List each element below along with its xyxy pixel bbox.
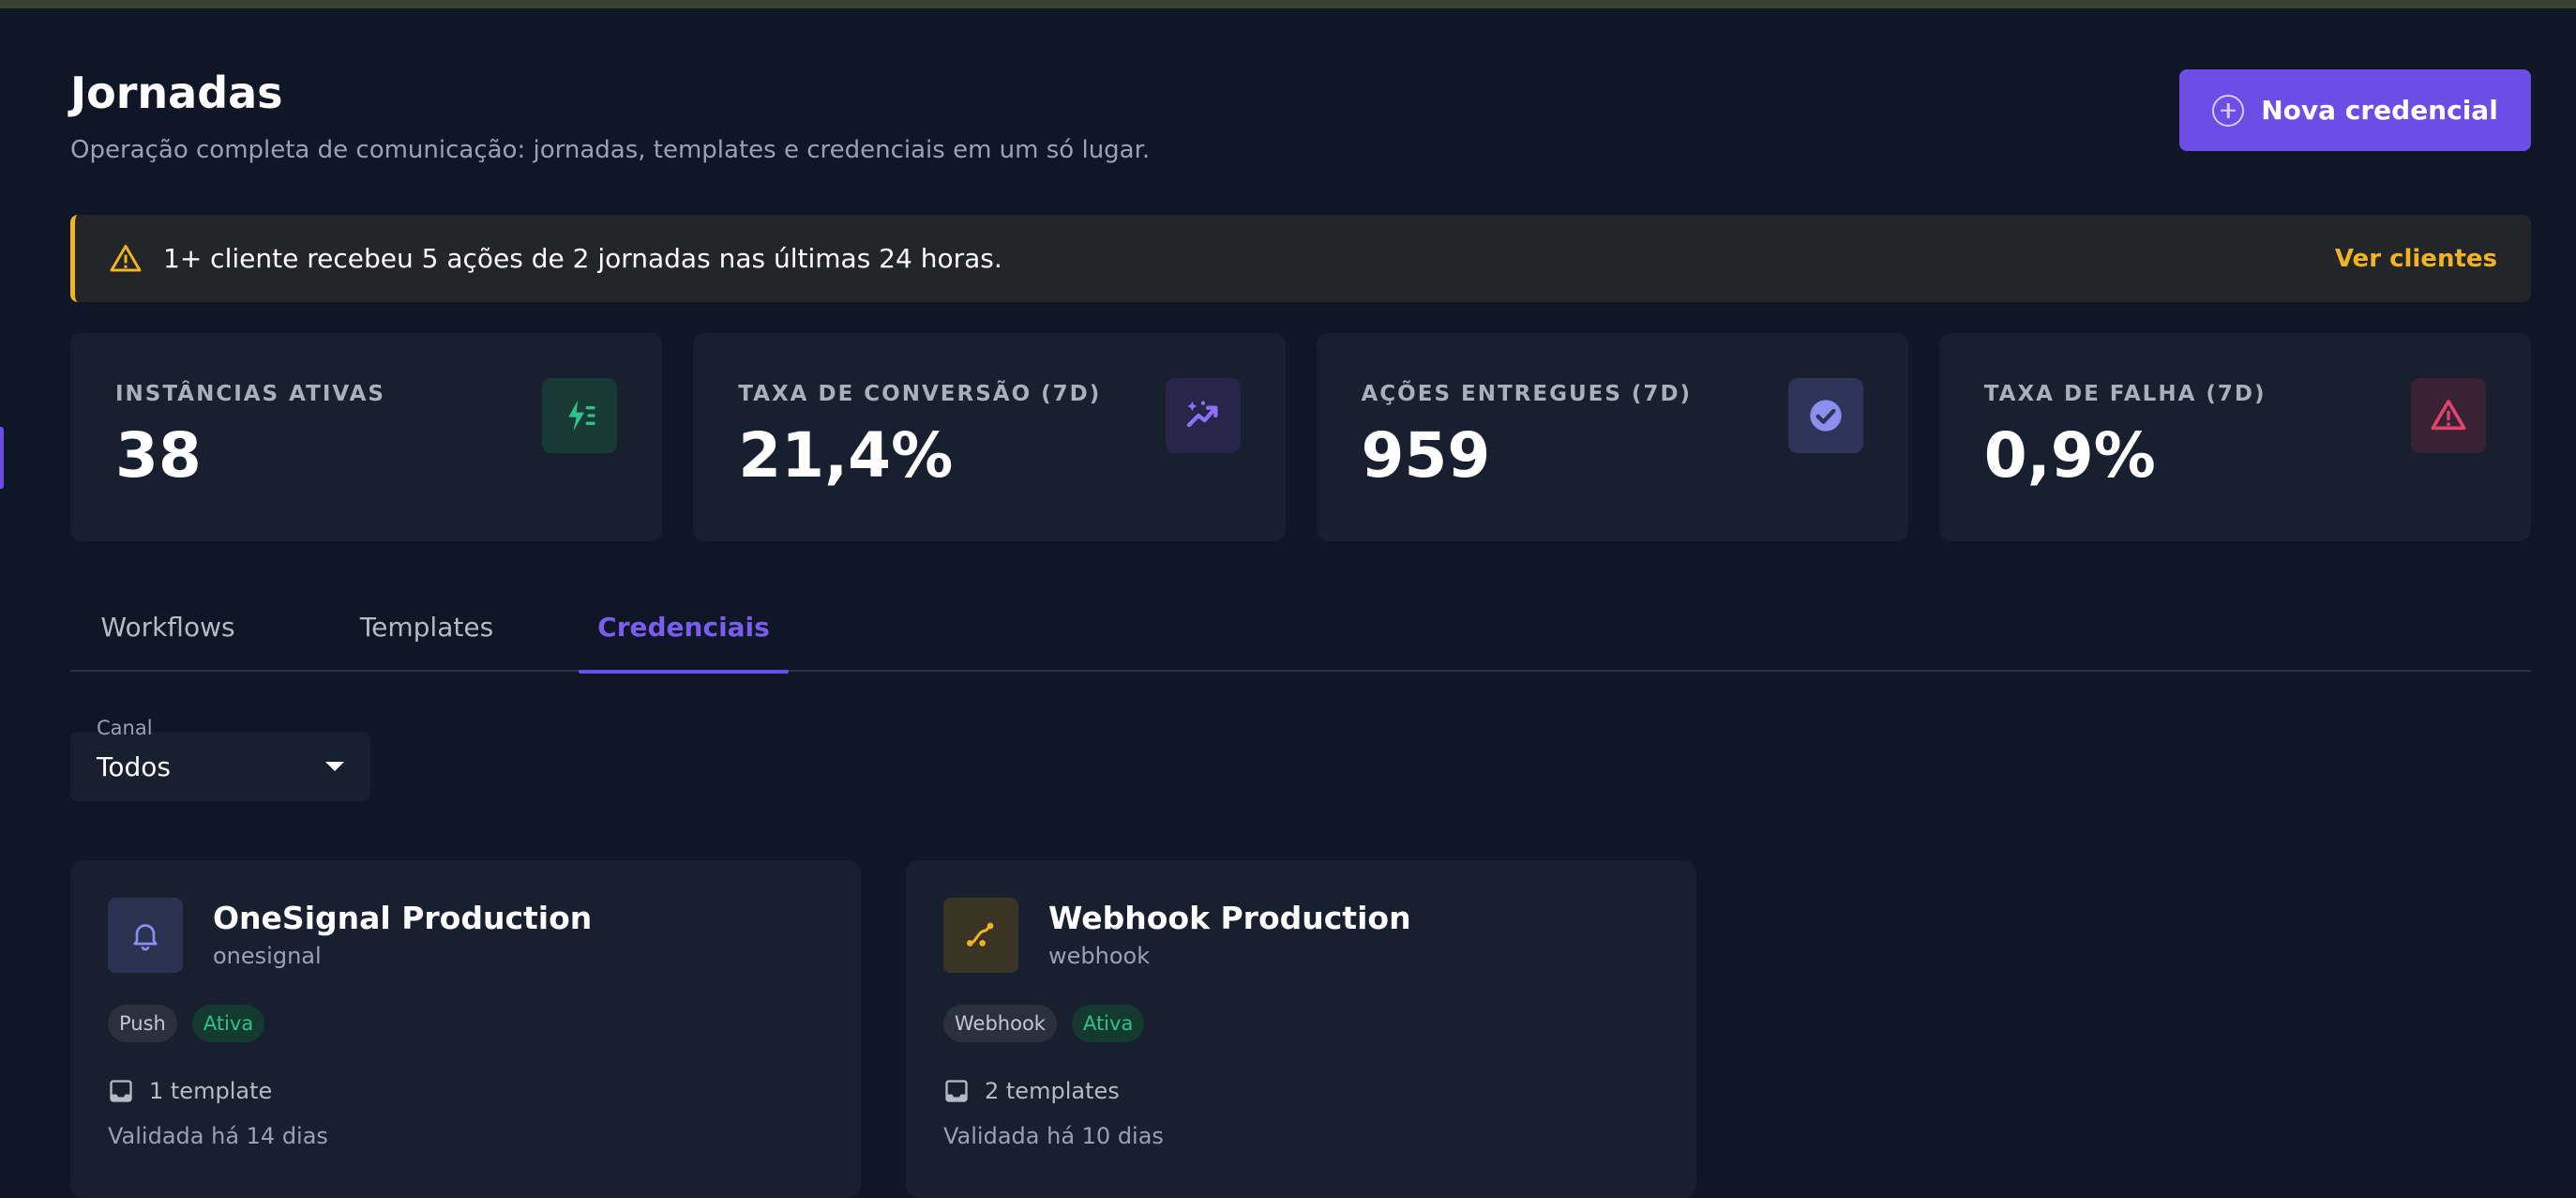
page-subtitle: Operação completa de comunicação: jornad…	[70, 136, 1151, 164]
credential-card-webhook[interactable]: Webhook Production webhook Webhook Ativa…	[906, 860, 1696, 1198]
template-count: 2 templates	[943, 1078, 1120, 1104]
tab-credenciais[interactable]: Credenciais	[579, 582, 789, 674]
stat-label: TAXA DE CONVERSÃO (7D)	[738, 382, 1102, 406]
caret-down-icon	[325, 762, 344, 771]
status-badge: Ativa	[1071, 1005, 1145, 1042]
lightning-icon	[542, 378, 618, 453]
credentials-grid: OneSignal Production onesignal Push Ativ…	[70, 860, 1696, 1198]
tab-workflows[interactable]: Workflows	[100, 611, 235, 643]
stat-value: 38	[115, 419, 202, 492]
new-credential-button-label: Nova credencial	[2261, 95, 2498, 126]
inbox-icon	[945, 1080, 968, 1102]
stat-value: 959	[1361, 419, 1491, 492]
credential-badges: Webhook Ativa	[943, 1005, 1145, 1042]
credential-provider: webhook	[1048, 943, 1151, 969]
tab-templates[interactable]: Templates	[359, 611, 494, 643]
validated-text: Validada há 14 dias	[108, 1123, 328, 1149]
credential-name: OneSignal Production	[213, 900, 593, 936]
stat-card-conversion-rate: TAXA DE CONVERSÃO (7D) 21,4%	[693, 333, 1286, 541]
stat-card-active-instances: INSTÂNCIAS ATIVAS 38	[70, 333, 663, 541]
stat-label: INSTÂNCIAS ATIVAS	[115, 382, 385, 406]
template-count-text: 2 templates	[985, 1078, 1120, 1104]
stat-card-failure-rate: TAXA DE FALHA (7D) 0,9%	[1938, 333, 2531, 541]
warning-triangle-icon	[110, 244, 142, 271]
channel-badge: Webhook	[943, 1005, 1057, 1042]
page-title: Jornadas	[70, 68, 283, 118]
new-credential-button[interactable]: Nova credencial	[2179, 69, 2531, 151]
status-badge: Ativa	[191, 1005, 265, 1042]
inbox-icon	[110, 1080, 132, 1102]
warning-icon	[2411, 378, 2486, 453]
validated-text: Validada há 10 dias	[943, 1123, 1164, 1149]
view-clients-link[interactable]: Ver clientes	[2334, 244, 2497, 273]
credential-name: Webhook Production	[1048, 900, 1411, 936]
sidebar-toggle-handle[interactable]	[0, 427, 4, 489]
main-content: Jornadas Operação completa de comunicaçã…	[70, 0, 2531, 1198]
stats-row: INSTÂNCIAS ATIVAS 38 TAXA DE CONVERSÃO (…	[70, 333, 2531, 541]
template-count: 1 template	[108, 1078, 272, 1104]
template-count-text: 1 template	[149, 1078, 273, 1104]
credential-card-onesignal[interactable]: OneSignal Production onesignal Push Ativ…	[70, 860, 861, 1198]
channel-select-label: Canal	[97, 717, 153, 739]
credential-provider: onesignal	[213, 943, 322, 969]
bell-icon	[108, 898, 183, 973]
credential-badges: Push Ativa	[108, 1005, 265, 1042]
top-accent-bar	[0, 0, 2576, 8]
channel-filter: Todos Canal	[70, 717, 370, 801]
check-circle-icon	[1787, 378, 1863, 453]
webhook-icon	[943, 898, 1018, 973]
alert-message: 1+ cliente recebeu 5 ações de 2 jornadas…	[163, 243, 1002, 274]
channel-badge: Push	[108, 1005, 177, 1042]
stat-value: 0,9%	[1983, 419, 2156, 492]
channel-select-value: Todos	[97, 751, 171, 782]
stat-label: TAXA DE FALHA (7D)	[1983, 382, 2267, 406]
stat-value: 21,4%	[738, 419, 954, 492]
frequency-alert-banner: 1+ cliente recebeu 5 ações de 2 jornadas…	[70, 215, 2531, 302]
trending-sparkle-icon	[1165, 378, 1241, 453]
stat-label: AÇÕES ENTREGUES (7D)	[1361, 382, 1693, 406]
channel-select[interactable]: Todos	[70, 732, 370, 801]
section-tabs: Workflows Templates Credenciais	[70, 582, 2531, 674]
stat-card-delivered-actions: AÇÕES ENTREGUES (7D) 959	[1316, 333, 1908, 541]
plus-circle-icon	[2212, 94, 2245, 127]
